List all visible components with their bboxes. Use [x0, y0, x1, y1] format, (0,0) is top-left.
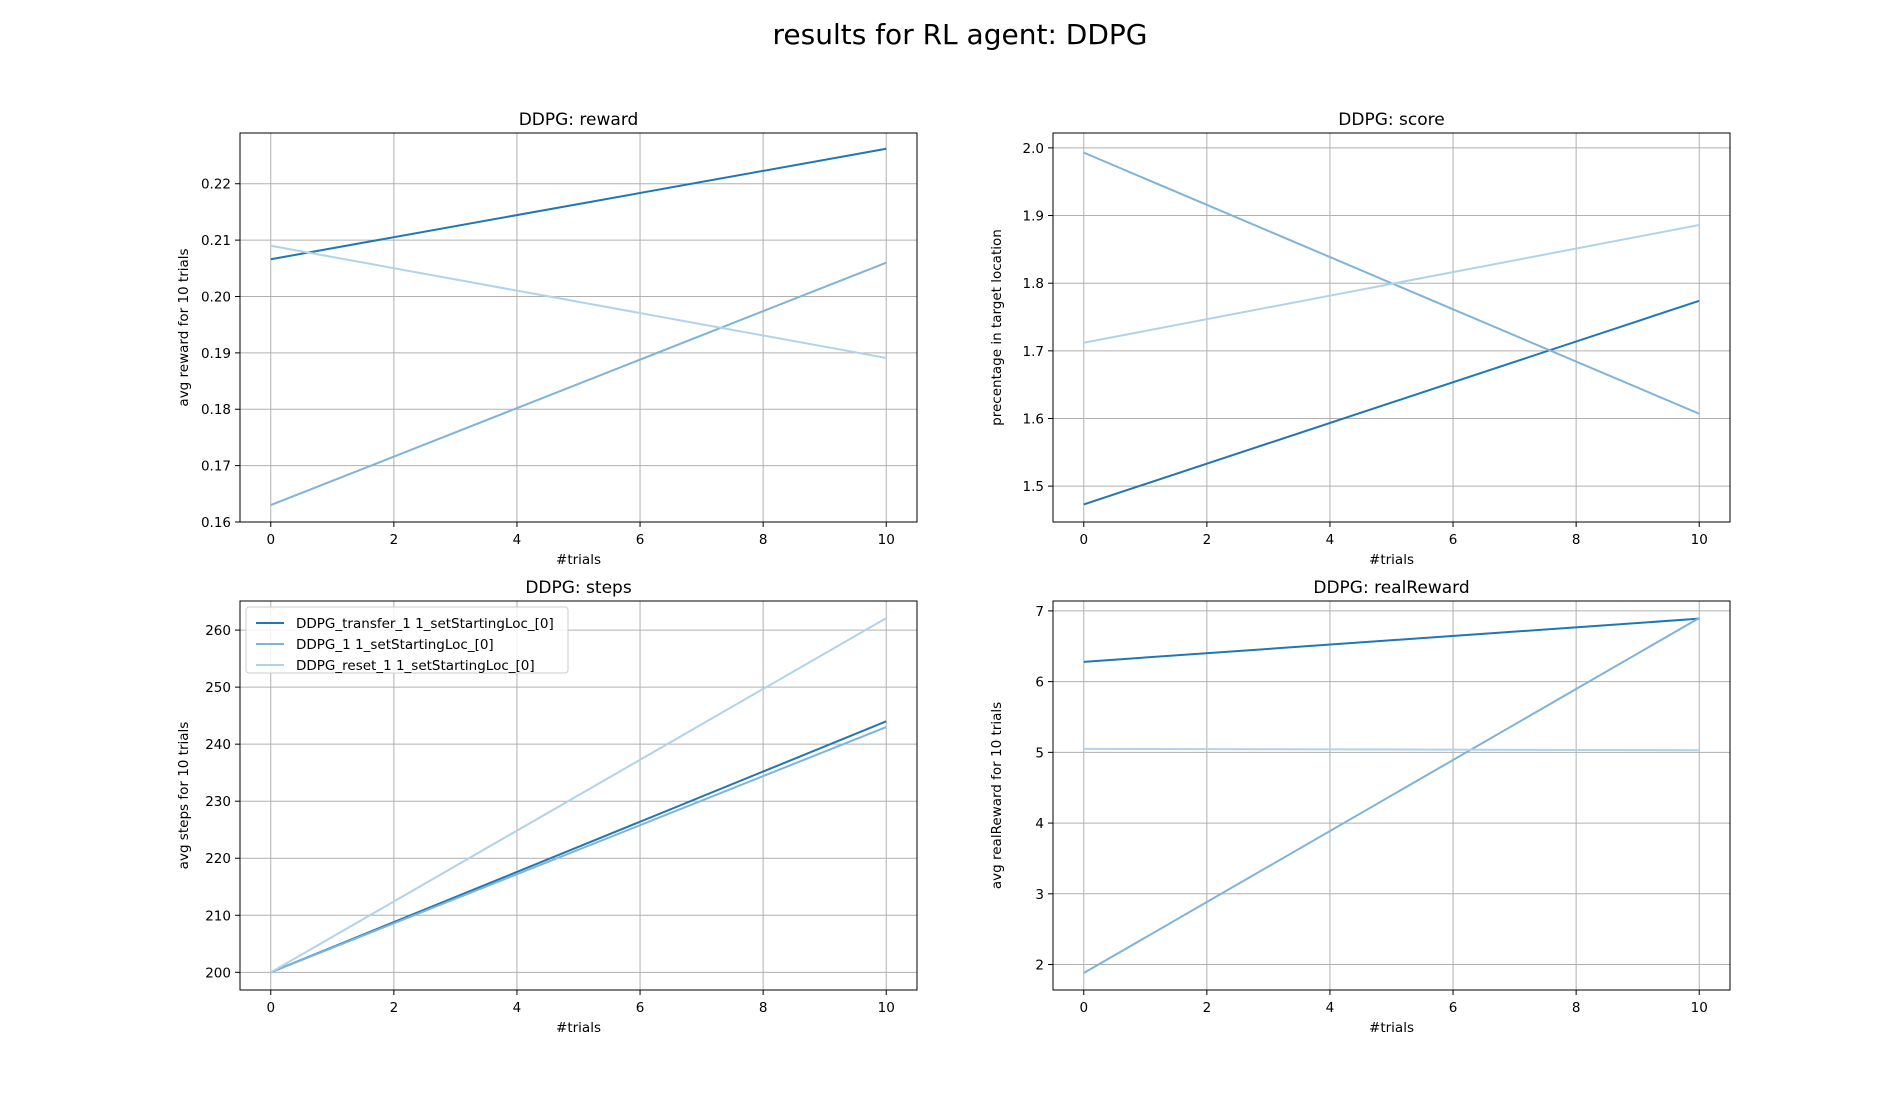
x-tick-label: 0 [266, 1000, 275, 1016]
y-tick-label: 6 [1035, 675, 1044, 691]
y-axis-label: precentage in target location [989, 229, 1005, 426]
y-axis-label: avg reward for 10 trials [176, 248, 192, 406]
subplot-1: 0 2 4 6 8 10 0.16 0.17 0.18 0.19 0.20 0.21 0.22 DDPG:… [176, 110, 918, 568]
y-tick-label: 1.9 [1023, 209, 1044, 225]
figure-title: results for RL agent: DDPG [773, 18, 1148, 51]
series-line-1 [1083, 617, 1700, 663]
x-tick-label: 2 [390, 1000, 399, 1016]
x-tick-label: 10 [1691, 532, 1708, 548]
y-tick-label: 1.8 [1023, 276, 1044, 292]
y-tick-label: 3 [1035, 887, 1044, 903]
x-tick-label: 4 [513, 1000, 522, 1016]
series-line-1 [270, 147, 887, 261]
x-tick-label: 8 [759, 532, 768, 548]
y-tick-label: 210 [205, 908, 231, 924]
x-tick-label: 8 [1572, 532, 1581, 548]
axes-frame [1052, 600, 1731, 991]
y-axis-label: avg steps for 10 trials [176, 722, 192, 870]
series-line-2 [1083, 617, 1700, 974]
y-tick-label: 260 [205, 623, 231, 639]
series-line-2 [270, 261, 887, 507]
x-axis-label: #trials [556, 552, 601, 568]
y-tick-label: 2 [1035, 958, 1044, 974]
y-tick-label: 4 [1035, 816, 1044, 832]
legend-label-3: DDPG_reset_1 1_setStartingLoc_[0] [296, 658, 535, 674]
x-tick-label: 6 [636, 532, 645, 548]
x-tick-label: 6 [1449, 532, 1458, 548]
series-line-3 [270, 244, 887, 359]
x-tick-label: 10 [878, 1000, 895, 1016]
legend-label-2: DDPG_1 1_setStartingLoc_[0] [296, 637, 494, 653]
series-line-3 [270, 617, 887, 974]
y-tick-label: 7 [1035, 604, 1044, 620]
x-tick-label: 6 [1449, 1000, 1458, 1016]
y-tick-label: 220 [205, 851, 231, 867]
x-tick-label: 0 [266, 532, 275, 548]
subplot-2: 0 2 4 6 8 10 1.5 1.6 1.7 1.8 1.9 2.0 DDPG: score #tri… [989, 110, 1731, 568]
y-tick-label: 1.5 [1023, 479, 1044, 495]
y-tick-label: 240 [205, 737, 231, 753]
subplot-title: DDPG: score [1338, 110, 1444, 130]
subplot-title: DDPG: steps [525, 578, 632, 598]
series-line-3 [1083, 224, 1700, 344]
axes-frame [239, 600, 918, 991]
y-tick-label: 1.6 [1023, 411, 1044, 427]
legend: DDPG_transfer_1 1_setStartingLoc_[0] DDPG… [245, 606, 569, 674]
y-tick-label: 0.19 [201, 346, 231, 362]
legend-box [245, 606, 569, 674]
y-tick-label: 0.18 [201, 402, 231, 418]
x-tick-label: 0 [1079, 532, 1088, 548]
y-axis-label: avg realReward for 10 trials [989, 702, 1005, 889]
subplot-title: DDPG: reward [519, 110, 639, 130]
y-tick-label: 0.22 [201, 177, 231, 193]
x-tick-label: 8 [1572, 1000, 1581, 1016]
y-tick-label: 250 [205, 680, 231, 696]
x-tick-label: 2 [390, 532, 399, 548]
series-line-1 [1083, 299, 1700, 506]
x-tick-label: 4 [513, 532, 522, 548]
series-line-3 [1083, 747, 1700, 752]
subplot-4: 0 2 4 6 8 10 2 3 4 5 6 7 DDPG: realReward #trials avg … [989, 578, 1731, 1036]
legend-label-1: DDPG_transfer_1 1_setStartingLoc_[0] [296, 616, 554, 632]
y-tick-label: 0.20 [201, 289, 231, 305]
y-tick-label: 0.17 [201, 459, 231, 475]
axes-frame [239, 132, 918, 523]
series-line-2 [270, 726, 887, 974]
x-tick-label: 10 [1691, 1000, 1708, 1016]
x-tick-label: 0 [1079, 1000, 1088, 1016]
x-tick-label: 2 [1203, 1000, 1212, 1016]
y-tick-label: 230 [205, 794, 231, 810]
x-tick-label: 8 [759, 1000, 768, 1016]
y-tick-label: 1.7 [1023, 344, 1044, 360]
axes-frame [1052, 132, 1731, 523]
x-tick-label: 10 [878, 532, 895, 548]
y-tick-label: 5 [1035, 745, 1044, 761]
y-tick-label: 0.16 [201, 515, 231, 531]
y-tick-label: 2.0 [1023, 141, 1044, 157]
x-axis-label: #trials [1369, 552, 1414, 568]
x-axis-label: #trials [1369, 1020, 1414, 1036]
subplot-3: 0 2 4 6 8 10 200 210 220 230 240 250 260 DDPG: steps #… [176, 578, 918, 1036]
y-tick-label: 200 [205, 965, 231, 981]
x-tick-label: 6 [636, 1000, 645, 1016]
x-tick-label: 4 [1326, 1000, 1335, 1016]
subplot-title: DDPG: realReward [1313, 578, 1469, 598]
x-tick-label: 2 [1203, 532, 1212, 548]
x-axis-label: #trials [556, 1020, 601, 1036]
x-tick-label: 4 [1326, 532, 1335, 548]
y-tick-label: 0.21 [201, 233, 231, 249]
